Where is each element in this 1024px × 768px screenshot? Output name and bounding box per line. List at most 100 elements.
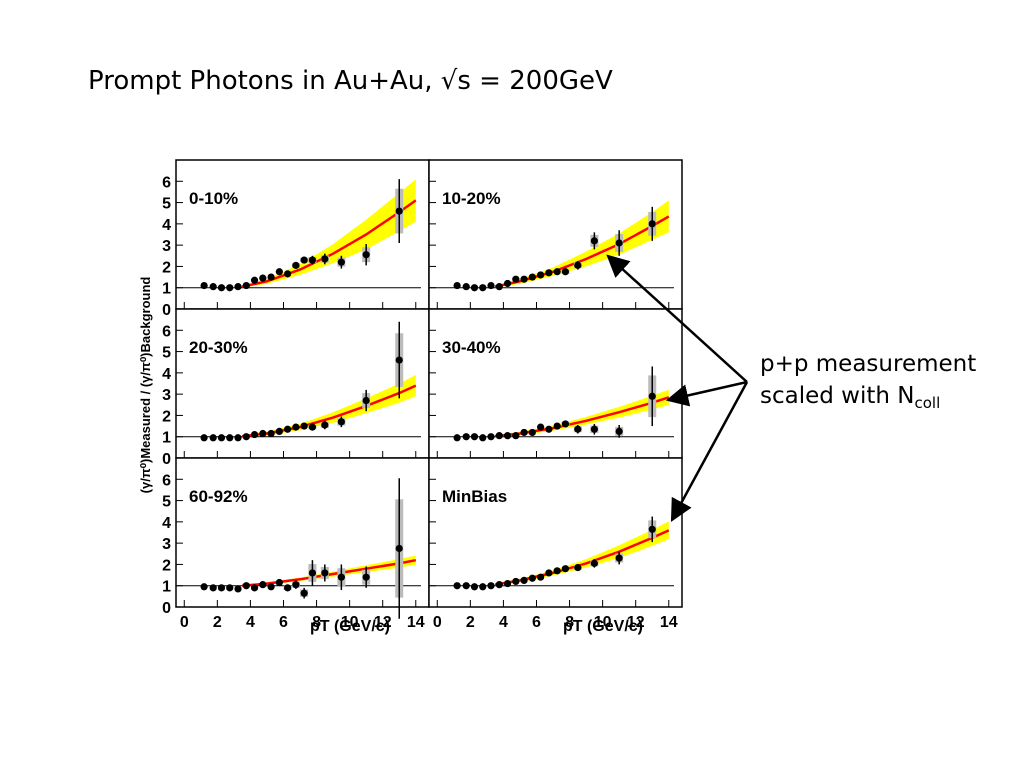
- panel-frame: [175, 308, 430, 459]
- panel-label: 0-10%: [189, 189, 238, 208]
- point-marker: [590, 425, 598, 433]
- y-tick-label: 4: [162, 217, 171, 234]
- y-tick-label: 0: [162, 600, 171, 617]
- point-marker: [292, 581, 300, 589]
- data-point: [259, 274, 267, 282]
- data-point: [537, 271, 545, 279]
- data-point: [284, 270, 292, 278]
- data-point: [242, 582, 250, 590]
- data-point: [217, 284, 226, 292]
- y-tick-label: 2: [162, 408, 171, 425]
- point-marker: [226, 284, 234, 292]
- point-marker: [545, 569, 553, 577]
- data-point: [648, 366, 657, 427]
- y-tick-label: 5: [162, 196, 171, 213]
- data-point: [209, 283, 217, 291]
- data-point: [470, 433, 479, 441]
- x-axis-label: pT (GeV/c): [563, 618, 643, 635]
- point-marker: [537, 271, 545, 279]
- data-point: [267, 273, 275, 281]
- data-point: [590, 423, 599, 435]
- data-point: [479, 284, 487, 292]
- data-point: [234, 283, 242, 291]
- data-point: [395, 179, 404, 244]
- data-point: [561, 420, 570, 428]
- data-point: [545, 569, 553, 577]
- data-point: [300, 587, 309, 599]
- point-marker: [200, 583, 208, 591]
- point-marker: [495, 432, 503, 440]
- point-marker: [648, 392, 656, 400]
- data-point: [462, 283, 470, 291]
- data-point: [590, 559, 599, 568]
- point-marker: [362, 251, 370, 259]
- point-marker: [615, 427, 623, 435]
- y-tick-label: 5: [162, 345, 171, 362]
- point-marker: [284, 270, 292, 278]
- panel: 30-40%: [428, 308, 683, 459]
- data-point: [453, 281, 461, 290]
- data-point: [553, 422, 561, 430]
- point-marker: [209, 584, 217, 592]
- point-marker: [615, 554, 623, 562]
- x-tick-label: 14: [660, 614, 678, 631]
- point-marker: [545, 425, 553, 433]
- point-marker: [300, 422, 308, 430]
- data-point: [487, 582, 495, 590]
- point-marker: [321, 421, 329, 429]
- point-marker: [479, 284, 487, 292]
- point-marker: [545, 269, 553, 277]
- point-marker: [259, 429, 267, 438]
- point-marker: [226, 434, 234, 442]
- data-point: [259, 581, 267, 589]
- x-tick-label: 0: [433, 614, 442, 631]
- annotation-callout: p+p measurement scaled with Ncoll: [760, 348, 976, 419]
- panel-frame: [428, 308, 683, 459]
- data-point: [573, 425, 582, 434]
- data-point: [553, 567, 561, 575]
- point-marker: [503, 432, 512, 440]
- data-point: [226, 434, 234, 442]
- point-marker: [284, 584, 292, 592]
- x-tick-label: 8: [565, 614, 574, 631]
- point-marker: [453, 434, 461, 442]
- point-marker: [590, 237, 598, 245]
- x-tick-label: 10: [341, 614, 359, 631]
- y-tick-label: 6: [162, 472, 171, 489]
- point-marker: [209, 434, 217, 442]
- y-tick-label: 6: [162, 174, 171, 191]
- point-marker: [520, 275, 528, 283]
- point-marker: [200, 281, 208, 290]
- data-point: [209, 434, 217, 442]
- data-point: [209, 584, 217, 592]
- point-marker: [462, 433, 470, 441]
- data-point: [320, 253, 329, 265]
- y-tick-label: 0: [162, 451, 171, 468]
- point-marker: [308, 423, 317, 431]
- data-point: [470, 583, 479, 591]
- point-marker: [553, 567, 561, 575]
- point-marker: [470, 583, 479, 591]
- data-point: [487, 433, 495, 441]
- point-marker: [462, 582, 470, 590]
- point-marker: [528, 428, 536, 437]
- panel-label: MinBias: [442, 487, 507, 506]
- data-point: [395, 478, 404, 619]
- data-point: [528, 574, 536, 582]
- point-marker: [300, 256, 308, 264]
- data-point: [242, 281, 250, 290]
- callout-arrow: [665, 380, 748, 407]
- data-point: [275, 427, 283, 435]
- data-point: [300, 256, 309, 264]
- data-point: [275, 578, 283, 587]
- data-point: [292, 423, 300, 431]
- point-marker: [362, 396, 370, 405]
- data-point: [615, 425, 624, 438]
- y-tick-label: 3: [162, 387, 171, 404]
- data-point: [300, 422, 308, 430]
- point-marker: [200, 434, 208, 442]
- data-point: [337, 416, 346, 428]
- point-marker: [308, 569, 317, 577]
- data-point: [503, 432, 512, 440]
- point-marker: [487, 281, 495, 290]
